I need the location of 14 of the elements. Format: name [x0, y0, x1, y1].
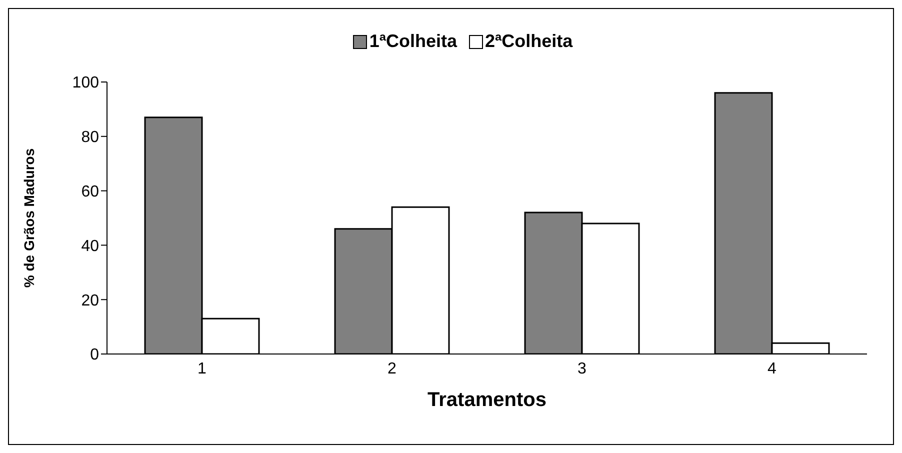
y-tick-label: 60 [81, 183, 100, 200]
y-tick-label: 40 [81, 238, 100, 255]
y-tick-label: 100 [72, 74, 100, 92]
y-tick-label: 80 [81, 129, 100, 146]
x-axis-title: Tratamentos [428, 389, 546, 411]
x-tick-label: 4 [768, 360, 777, 378]
legend-label: 1ªColheita [368, 31, 457, 52]
x-tick-label: 1 [198, 360, 207, 378]
y-axis-title: % de Grãos Maduros [20, 148, 37, 288]
legend-label: 2ªColheita [484, 31, 573, 52]
x-tick-label: 2 [388, 360, 397, 378]
y-tick-label: 20 [81, 292, 100, 310]
y-tick-label: 0 [90, 346, 100, 364]
x-tick-label: 3 [578, 360, 587, 378]
